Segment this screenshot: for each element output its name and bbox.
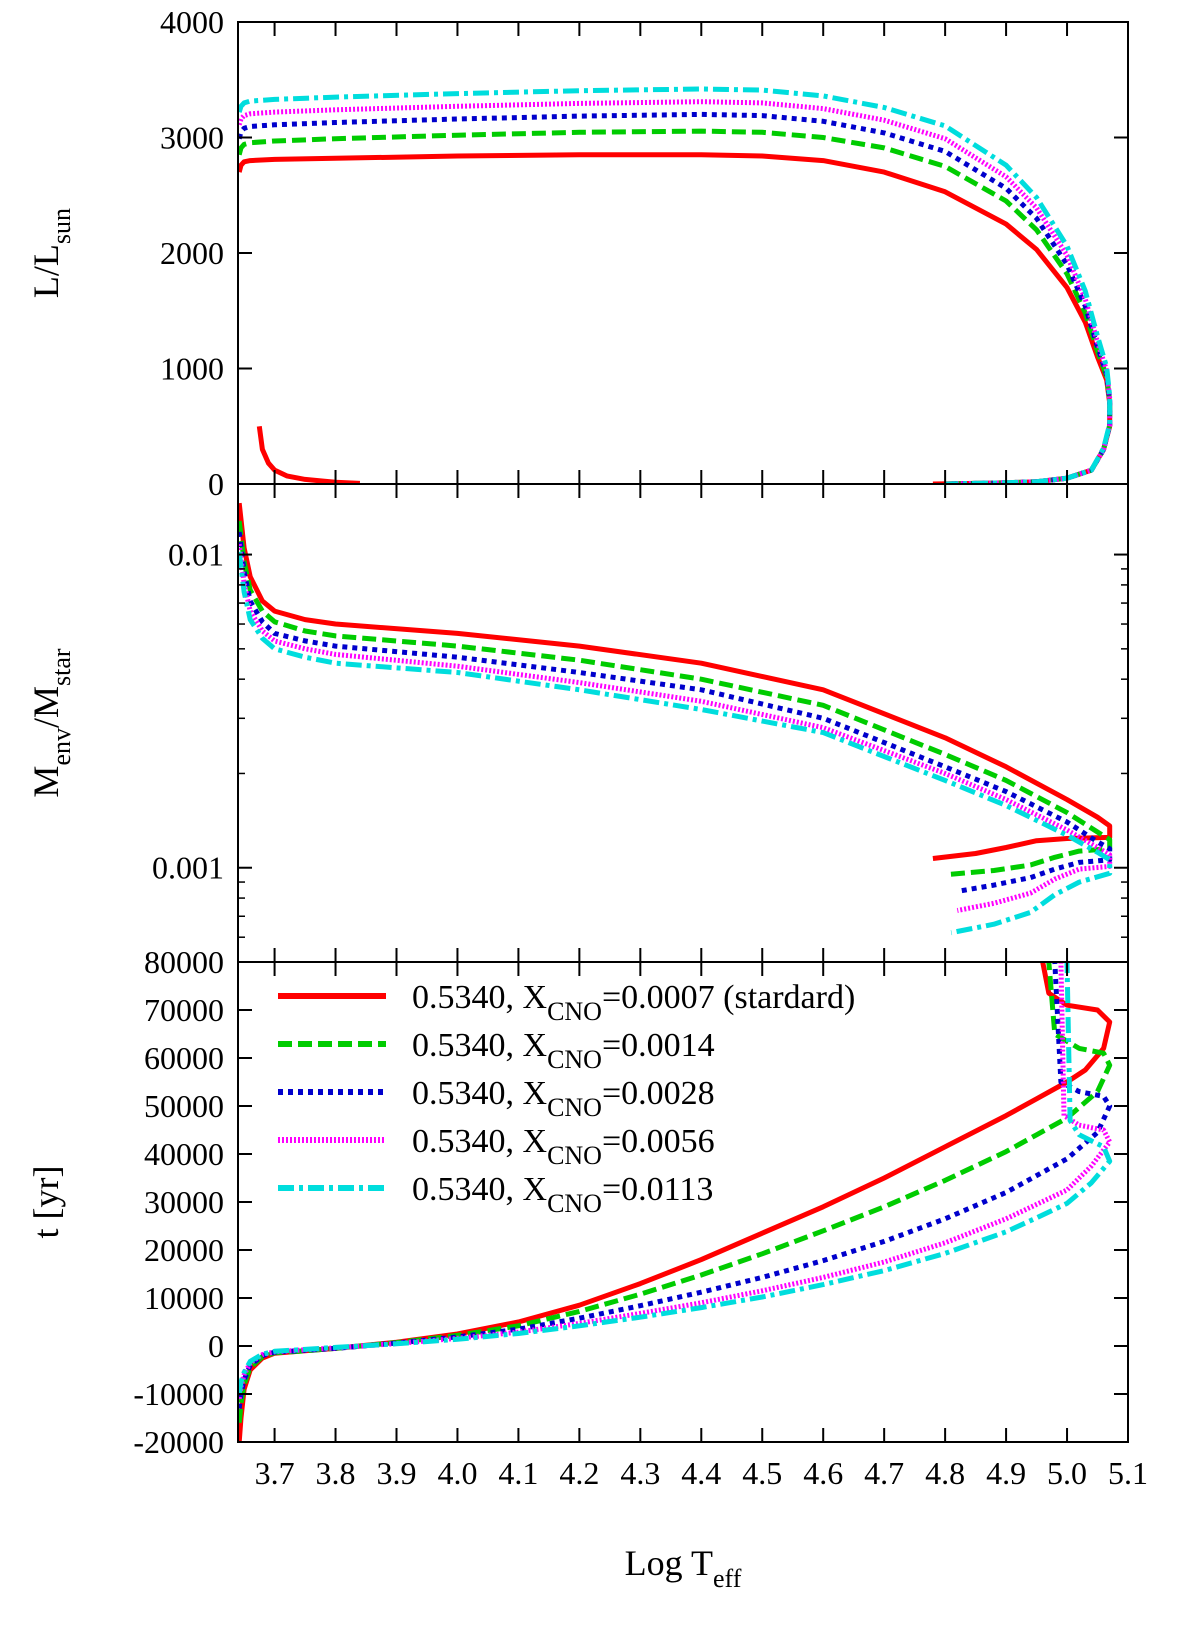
- luminosity-ytick-label: 1000: [160, 351, 224, 387]
- xtick-label: 3.7: [255, 1455, 295, 1491]
- xtick-label: 4.0: [437, 1455, 477, 1491]
- time-curves: [238, 962, 1113, 1442]
- x-axis: 3.7 3.8 3.9 4.0 4.1 4.2 4.3 4.4 4.5 4.6 4.7 4.8 4.9 5…: [255, 1455, 1148, 1491]
- x-axis-title: Log Teff: [625, 1543, 742, 1593]
- time-ytick-label: 10000: [144, 1280, 224, 1316]
- xtick-label: 5.1: [1108, 1455, 1148, 1491]
- envelope_mass-series-line: [238, 531, 1113, 894]
- xtick-label: 4.7: [864, 1455, 904, 1491]
- time-series-line: [238, 962, 1113, 1442]
- legend-label: 0.5340, XCNO=0.0014: [412, 1027, 715, 1074]
- luminosity-curves: [238, 86, 1113, 484]
- envelope_mass-curves: [238, 502, 1113, 936]
- panel-time: -20000 -10000 0 10000 20000 30000 40000 50000 60…: [133, 944, 1129, 1460]
- envelope_mass-ytick-label: 0.01: [168, 537, 224, 573]
- time-ytick-label: 20000: [144, 1232, 224, 1268]
- time-ytick-label: 50000: [144, 1088, 224, 1124]
- time-series-line: [238, 962, 1113, 1424]
- legend-label: 0.5340, XCNO=0.0028: [412, 1075, 715, 1122]
- envelope_mass-series-line: [238, 551, 1113, 936]
- y-axis-title-envelope: Menv/Mstar: [26, 648, 76, 797]
- xtick-label: 4.8: [925, 1455, 965, 1491]
- envelope_mass-series-line: [238, 520, 1113, 878]
- xtick-label: 4.5: [742, 1455, 782, 1491]
- luminosity-series-line: [238, 99, 1113, 484]
- y-axis-title-time: t [yr]: [26, 1166, 66, 1239]
- legend: 0.5340, XCNO=0.0007 (stardard)0.5340, XC…: [278, 979, 855, 1218]
- panel-envelope-mass: 0.001 0.01: [152, 483, 1129, 963]
- xtick-label: 4.4: [681, 1455, 721, 1491]
- luminosity-series-line: [238, 152, 1113, 484]
- legend-label: 0.5340, XCNO=0.0056: [412, 1123, 715, 1170]
- time-ytick-label: 40000: [144, 1136, 224, 1172]
- xtick-label: 5.0: [1047, 1455, 1087, 1491]
- time-ytick-label: -10000: [133, 1376, 224, 1412]
- panel-luminosity: 0 1000 2000 3000 4000: [160, 4, 1129, 502]
- luminosity-ytick-label: 4000: [160, 4, 224, 40]
- luminosity-ytick-label: 3000: [160, 120, 224, 156]
- envelope_mass-ytick-label: 0.001: [152, 850, 224, 886]
- time-ytick-label: -20000: [133, 1424, 224, 1460]
- xtick-label: 4.6: [803, 1455, 843, 1491]
- envelope_mass-frame: [237, 483, 1129, 963]
- envelope_mass-series-line: [238, 502, 1113, 861]
- luminosity-series-line: [238, 128, 1113, 484]
- legend-label: 0.5340, XCNO=0.0007 (stardard): [412, 979, 855, 1026]
- xtick-label: 3.9: [376, 1455, 416, 1491]
- xtick-label: 4.1: [498, 1455, 538, 1491]
- luminosity-series-line: [256, 425, 361, 484]
- time-ytick-label: 60000: [144, 1040, 224, 1076]
- luminosity-ytick-label: 2000: [160, 235, 224, 271]
- xtick-label: 3.8: [316, 1455, 356, 1491]
- xtick-label: 4.9: [986, 1455, 1026, 1491]
- luminosity-series-line: [238, 86, 1113, 484]
- axis-titles: Log Teff L/Lsun Menv/Mstar t [yr]: [26, 208, 742, 1593]
- time-series-line: [238, 962, 1113, 1395]
- xtick-label: 4.3: [620, 1455, 660, 1491]
- luminosity-ytick-label: 0: [208, 466, 224, 502]
- time-ytick-label: 80000: [144, 944, 224, 980]
- luminosity-series-line: [238, 111, 1113, 484]
- y-axis-title-luminosity: L/Lsun: [26, 208, 76, 298]
- xtick-label: 4.2: [559, 1455, 599, 1491]
- time-ytick-label: 70000: [144, 992, 224, 1028]
- time-ytick-label: 0: [208, 1328, 224, 1364]
- time-ytick-label: 30000: [144, 1184, 224, 1220]
- legend-label: 0.5340, XCNO=0.0113: [412, 1171, 713, 1218]
- envelope_mass-series-line: [238, 543, 1113, 913]
